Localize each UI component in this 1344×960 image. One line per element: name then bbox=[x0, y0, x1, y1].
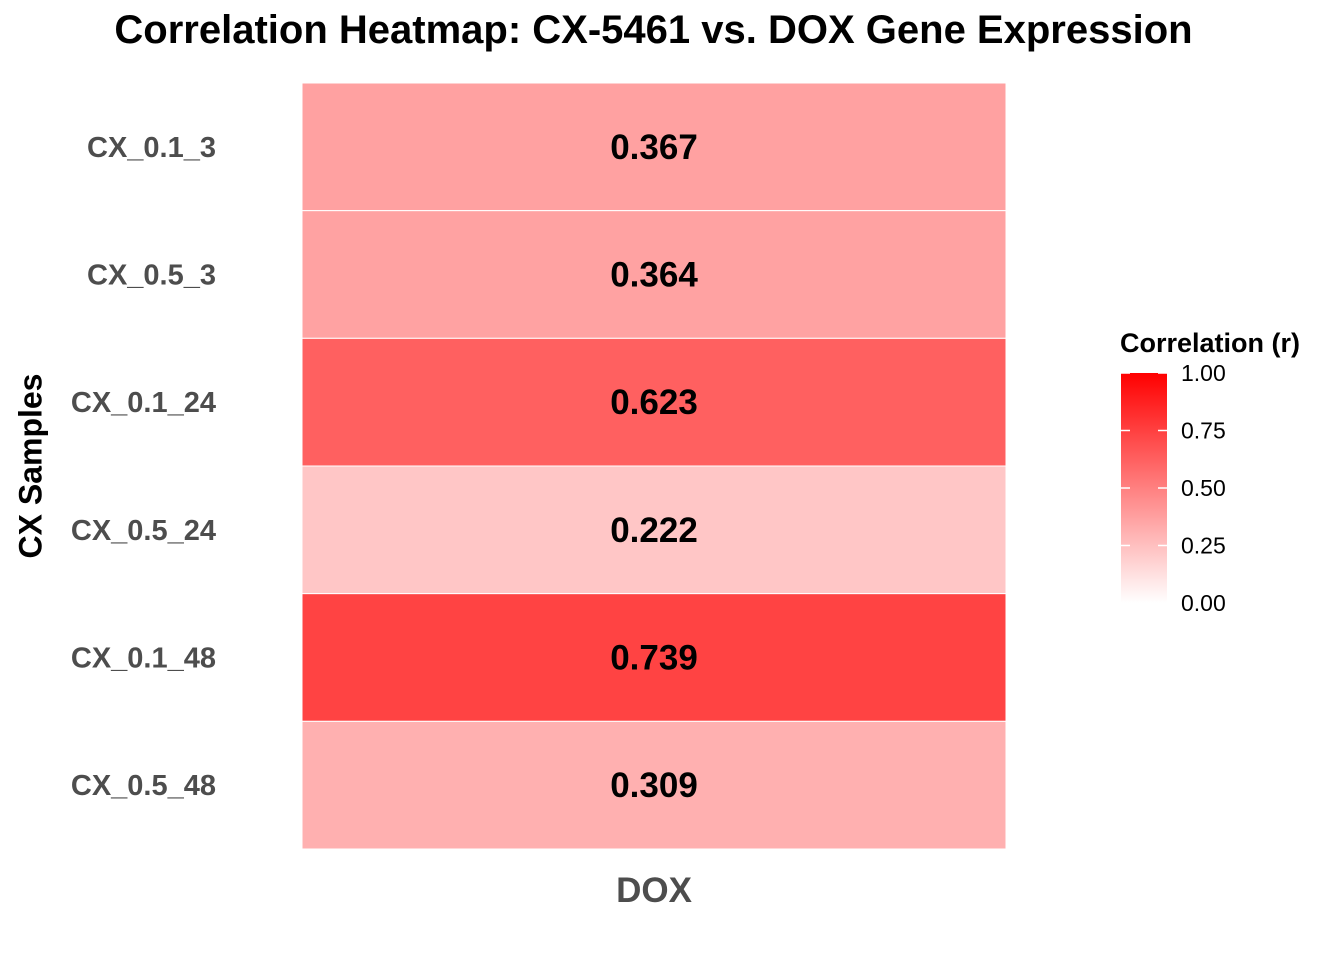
legend-tick-label: 0.50 bbox=[1181, 475, 1226, 501]
cell-value-label: 0.623 bbox=[610, 383, 698, 422]
x-tick-label: DOX bbox=[616, 871, 693, 910]
y-tick-label: CX_0.1_3 bbox=[87, 132, 216, 164]
heatmap-cell-CX_0.5_3 bbox=[301, 210, 1007, 339]
cell-value-label: 0.309 bbox=[610, 766, 698, 805]
heatmap-cell-CX_0.5_48 bbox=[301, 720, 1007, 850]
y-tick-label: CX_0.5_3 bbox=[87, 260, 216, 292]
chart-title: Correlation Heatmap: CX-5461 vs. DOX Gen… bbox=[114, 8, 1193, 52]
cell-value-label: 0.739 bbox=[610, 639, 698, 678]
y-tick-label: CX_0.5_24 bbox=[71, 515, 216, 547]
heatmap-cell-CX_0.1_3 bbox=[301, 82, 1007, 212]
legend-tick-label: 0.25 bbox=[1181, 533, 1226, 559]
legend-tick-label: 0.00 bbox=[1181, 590, 1226, 616]
y-tick-label: CX_0.5_48 bbox=[71, 770, 216, 802]
heatmap-cell-CX_0.5_24 bbox=[301, 465, 1007, 595]
cell-value-label: 0.222 bbox=[610, 511, 698, 550]
legend-tick-label: 0.75 bbox=[1181, 418, 1226, 444]
y-tick-label: CX_0.1_48 bbox=[71, 643, 216, 675]
heatmap-cell-CX_0.1_24 bbox=[301, 337, 1007, 467]
y-tick-label: CX_0.1_24 bbox=[71, 387, 216, 419]
cell-value-label: 0.367 bbox=[610, 128, 698, 167]
legend-title: Correlation (r) bbox=[1120, 328, 1301, 358]
legend-tick-label: 1.00 bbox=[1181, 360, 1226, 386]
cell-value-label: 0.364 bbox=[610, 256, 698, 295]
